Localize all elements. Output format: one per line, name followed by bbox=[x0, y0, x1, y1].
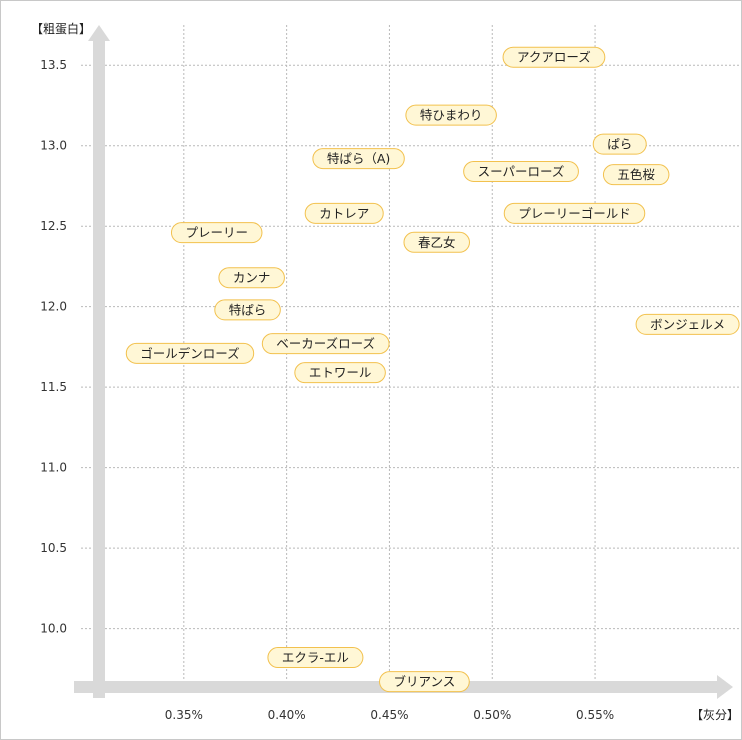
x-tick-label: 0.50% bbox=[473, 708, 511, 722]
data-point: ベーカーズローズ bbox=[262, 334, 389, 354]
data-point-label: 春乙女 bbox=[418, 235, 456, 250]
data-point: ぱら bbox=[593, 134, 646, 154]
y-tick-labels: 10.0 10.5 11.0 11.5 12.0 12.5 13.0 13.5 bbox=[40, 58, 67, 635]
data-point: プレーリー bbox=[171, 223, 262, 243]
data-point-label: 特ひまわり bbox=[420, 108, 483, 123]
x-axis-title: 【灰分】 bbox=[691, 708, 739, 722]
data-point: 特ひまわり bbox=[406, 105, 497, 125]
data-point-label: ブリアンス bbox=[394, 674, 456, 689]
data-point-label: ボンジェルメ bbox=[650, 317, 725, 332]
data-point-label: ぱら bbox=[607, 137, 632, 152]
data-point-label: エトワール bbox=[309, 365, 372, 380]
data-point-label: エクラ-エル bbox=[282, 650, 349, 665]
y-tick-label: 10.5 bbox=[40, 541, 67, 555]
data-point: エトワール bbox=[295, 363, 386, 383]
y-axis-arrow bbox=[88, 25, 110, 698]
data-point-label: 特ぱら bbox=[229, 302, 267, 317]
x-tick-label: 0.40% bbox=[268, 708, 306, 722]
y-tick-label: 12.5 bbox=[40, 219, 67, 233]
y-axis-title: 【粗蛋白】 bbox=[31, 21, 91, 36]
x-tick-label: 0.55% bbox=[576, 708, 614, 722]
y-tick-label: 13.5 bbox=[40, 58, 67, 72]
y-tick-label: 11.5 bbox=[40, 380, 67, 394]
data-point: ブリアンス bbox=[380, 672, 470, 692]
data-point: ボンジェルメ bbox=[636, 314, 739, 334]
data-point: 五色桜 bbox=[603, 165, 669, 185]
x-tick-labels: 0.35% 0.40% 0.45% 0.50% 0.55% bbox=[165, 708, 614, 722]
data-point: ゴールデンローズ bbox=[126, 343, 253, 363]
data-point: 特ぱら（A) bbox=[313, 149, 404, 169]
data-point: エクラ-エル bbox=[268, 648, 363, 668]
data-point-label: プレーリーゴールド bbox=[518, 206, 631, 221]
data-point: カンナ bbox=[219, 268, 285, 288]
data-point-label: カトレア bbox=[319, 206, 369, 221]
x-tick-label: 0.35% bbox=[165, 708, 203, 722]
y-tick-label: 10.0 bbox=[40, 622, 67, 636]
data-point-label: カンナ bbox=[233, 270, 271, 285]
data-point-label: 五色桜 bbox=[617, 167, 655, 182]
data-point-label: スーパーローズ bbox=[478, 164, 565, 179]
y-tick-label: 11.0 bbox=[40, 461, 67, 475]
data-point: プレーリーゴールド bbox=[504, 203, 645, 223]
y-tick-label: 13.0 bbox=[40, 139, 67, 153]
data-point-label: プレーリー bbox=[185, 225, 248, 240]
x-tick-label: 0.45% bbox=[370, 708, 408, 722]
data-point-label: ベーカーズローズ bbox=[276, 336, 375, 351]
data-point-label: ゴールデンローズ bbox=[140, 346, 239, 361]
data-point-label: 特ぱら（A) bbox=[327, 151, 390, 166]
data-point: 春乙女 bbox=[404, 232, 470, 252]
data-point: 特ぱら bbox=[215, 300, 281, 320]
data-point: スーパーローズ bbox=[464, 161, 579, 181]
data-point: カトレア bbox=[305, 203, 383, 223]
data-point: アクアローズ bbox=[503, 47, 605, 67]
y-tick-label: 12.0 bbox=[40, 300, 67, 314]
data-point-label: アクアローズ bbox=[517, 50, 591, 65]
